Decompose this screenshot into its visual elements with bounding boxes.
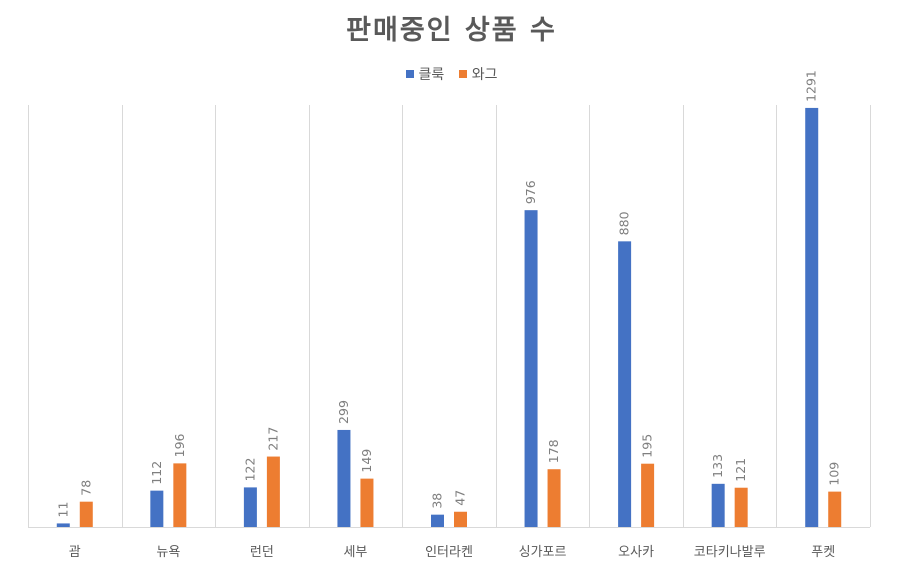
data-label: 121 bbox=[733, 458, 748, 482]
data-label: 196 bbox=[172, 433, 187, 457]
data-label: 217 bbox=[265, 427, 280, 451]
data-label: 78 bbox=[78, 480, 93, 496]
x-tick-label: 인터라켄 bbox=[425, 545, 473, 560]
bar-2 bbox=[641, 463, 655, 527]
bar-2 bbox=[266, 456, 280, 527]
data-label: 47 bbox=[453, 490, 468, 506]
data-label: 880 bbox=[617, 211, 632, 235]
legend-item-series-1: 클룩 bbox=[405, 64, 445, 84]
bar-2 bbox=[454, 511, 467, 527]
data-label: 133 bbox=[710, 454, 725, 478]
bar-1 bbox=[56, 523, 70, 527]
bar-2 bbox=[547, 469, 561, 527]
chart-title: 판매중인 상품 수 bbox=[346, 15, 557, 46]
legend-swatch-series-1 bbox=[405, 70, 414, 78]
bar-1 bbox=[150, 490, 164, 527]
bar-2 bbox=[828, 491, 842, 527]
data-label: 112 bbox=[149, 461, 164, 485]
data-label: 299 bbox=[336, 400, 351, 424]
legend-item-series-2: 와그 bbox=[458, 64, 498, 84]
data-label: 38 bbox=[430, 493, 445, 509]
legend: 클룩 와그 bbox=[0, 64, 903, 84]
bar-1 bbox=[618, 241, 632, 528]
legend-swatch-series-2 bbox=[458, 70, 467, 78]
legend-label-series-1: 클룩 bbox=[418, 67, 445, 83]
x-tick-label: 세부 bbox=[343, 545, 367, 560]
data-label: 11 bbox=[55, 502, 70, 518]
bar-1 bbox=[805, 107, 819, 527]
data-label: 976 bbox=[523, 180, 538, 204]
bar-1 bbox=[431, 514, 444, 527]
x-tick-label: 런던 bbox=[250, 545, 274, 560]
bar-1 bbox=[337, 429, 351, 527]
bar-2 bbox=[173, 463, 187, 527]
x-tick-label: 푸켓 bbox=[811, 545, 835, 560]
x-tick-label: 코타키나발루 bbox=[694, 545, 766, 560]
data-label: 109 bbox=[827, 462, 842, 486]
x-tick-label: 뉴욕 bbox=[156, 545, 180, 560]
data-label: 178 bbox=[546, 439, 561, 463]
data-label: 149 bbox=[359, 449, 374, 473]
bar-1 bbox=[243, 487, 257, 527]
bar-2 bbox=[734, 487, 748, 527]
x-tick-label: 괌 bbox=[69, 545, 81, 560]
data-label: 195 bbox=[640, 434, 655, 458]
data-label: 122 bbox=[242, 458, 257, 482]
data-label: 1291 bbox=[804, 70, 819, 102]
x-tick-label: 오사카 bbox=[618, 545, 654, 560]
x-tick-label: 싱가포르 bbox=[519, 545, 567, 560]
bar-2 bbox=[79, 501, 93, 527]
legend-label-series-2: 와그 bbox=[471, 67, 498, 83]
bar-1 bbox=[524, 210, 538, 527]
bar-1 bbox=[711, 483, 725, 527]
bar-2 bbox=[360, 478, 374, 527]
